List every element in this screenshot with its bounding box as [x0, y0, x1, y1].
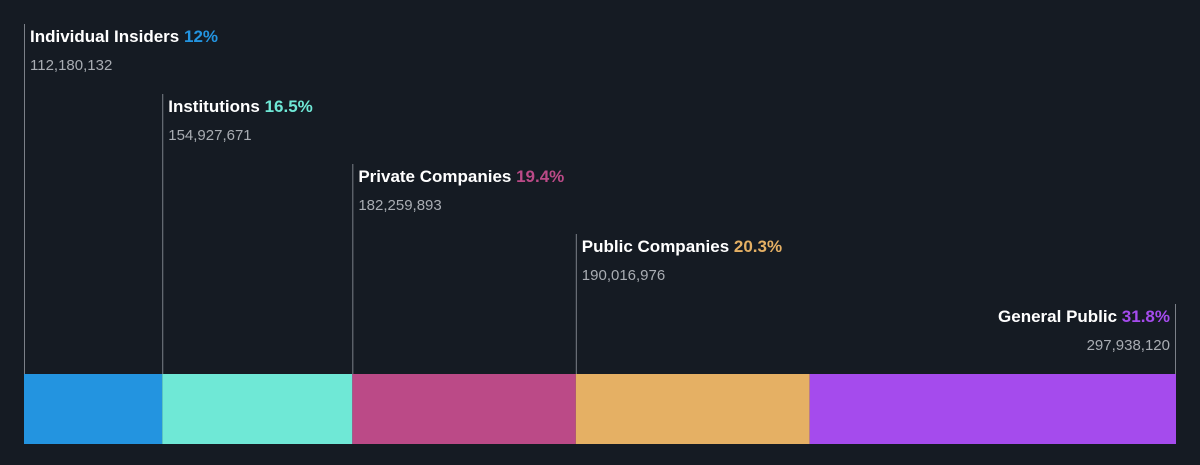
category-label-public-companies: Public Companies 20.3%	[582, 237, 782, 256]
category-name: General Public	[998, 307, 1122, 326]
percent-label: 12%	[184, 27, 218, 46]
category-name: Individual Insiders	[30, 27, 184, 46]
bar-segment-public-companies	[575, 374, 810, 444]
category-name: Private Companies	[358, 167, 516, 186]
category-label-institutions: Institutions 16.5%	[168, 97, 313, 116]
percent-label: 20.3%	[734, 237, 782, 256]
bar-segment-institutions	[162, 374, 353, 444]
category-label-private-companies: Private Companies 19.4%	[358, 167, 564, 186]
category-label-individual-insiders: Individual Insiders 12%	[30, 27, 218, 46]
value-label-private-companies: 182,259,893	[358, 197, 441, 214]
value-label-institutions: 154,927,671	[168, 127, 251, 144]
value-label-individual-insiders: 112,180,132	[30, 57, 112, 74]
category-name: Public Companies	[582, 237, 734, 256]
percent-label: 16.5%	[265, 97, 313, 116]
category-label-general-public: General Public 31.8%	[998, 307, 1170, 326]
percent-label: 19.4%	[516, 167, 564, 186]
bar-segment-individual-insiders	[24, 374, 163, 444]
bar-segment-private-companies	[352, 374, 576, 444]
value-label-general-public: 297,938,120	[1087, 337, 1170, 354]
category-name: Institutions	[168, 97, 264, 116]
value-label-public-companies: 190,016,976	[582, 267, 665, 284]
percent-label: 31.8%	[1122, 307, 1170, 326]
bar-segment-general-public	[809, 374, 1176, 444]
